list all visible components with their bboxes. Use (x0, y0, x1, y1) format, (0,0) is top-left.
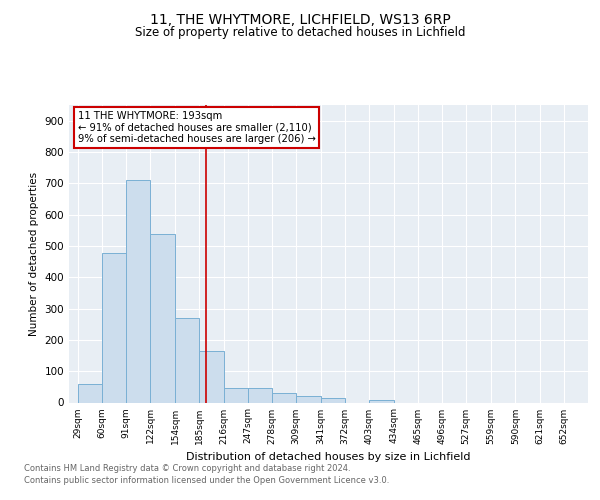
Y-axis label: Number of detached properties: Number of detached properties (29, 172, 39, 336)
Bar (77, 384, 102, 402)
Bar (102, 253, 126, 402)
Bar (126, 180, 150, 402)
Bar (175, 318, 199, 402)
Bar (272, 393, 296, 402)
Bar (199, 352, 224, 403)
X-axis label: Distribution of detached houses by size in Lichfield: Distribution of detached houses by size … (186, 452, 471, 462)
Bar (321, 398, 345, 402)
Bar (224, 388, 248, 402)
Text: Size of property relative to detached houses in Lichfield: Size of property relative to detached ho… (135, 26, 465, 39)
Bar (296, 396, 321, 402)
Bar (150, 234, 175, 402)
Bar (248, 388, 272, 402)
Text: 11, THE WHYTMORE, LICHFIELD, WS13 6RP: 11, THE WHYTMORE, LICHFIELD, WS13 6RP (149, 12, 451, 26)
Text: Contains public sector information licensed under the Open Government Licence v3: Contains public sector information licen… (24, 476, 389, 485)
Text: 11 THE WHYTMORE: 193sqm
← 91% of detached houses are smaller (2,110)
9% of semi-: 11 THE WHYTMORE: 193sqm ← 91% of detache… (77, 112, 316, 144)
Bar (370, 400, 394, 402)
Text: Contains HM Land Registry data © Crown copyright and database right 2024.: Contains HM Land Registry data © Crown c… (24, 464, 350, 473)
